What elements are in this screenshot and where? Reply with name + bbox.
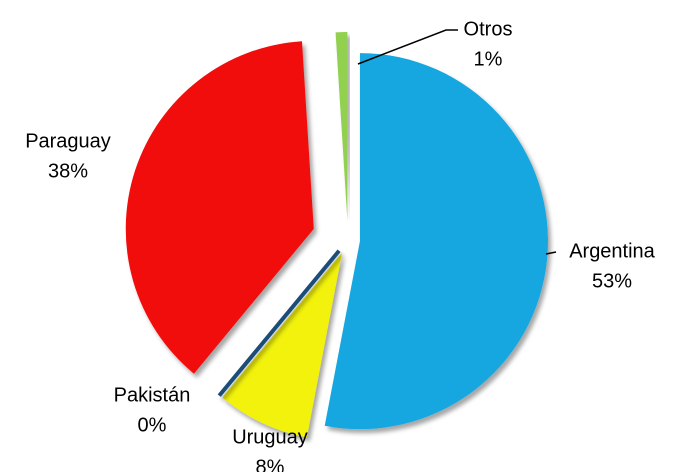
leader-line <box>357 29 458 65</box>
slice-value-label: 38% <box>48 160 88 182</box>
slice-label: Uruguay <box>232 426 308 448</box>
slice-value-label: 1% <box>474 48 503 70</box>
pie-slice <box>335 32 348 221</box>
slice-label: Pakistán <box>114 384 191 406</box>
pie-slice <box>222 252 343 438</box>
slice-label: Paraguay <box>25 130 111 152</box>
pie-slice <box>125 41 314 374</box>
pie-slice <box>324 53 548 430</box>
slice-value-label: 8% <box>256 456 285 472</box>
slice-value-label: 0% <box>138 414 167 436</box>
slice-label: Argentina <box>569 240 655 262</box>
pie-slice <box>217 249 341 397</box>
leader-line <box>545 251 557 255</box>
slice-value-label: 53% <box>592 270 632 292</box>
slice-label: Otros <box>464 18 513 40</box>
